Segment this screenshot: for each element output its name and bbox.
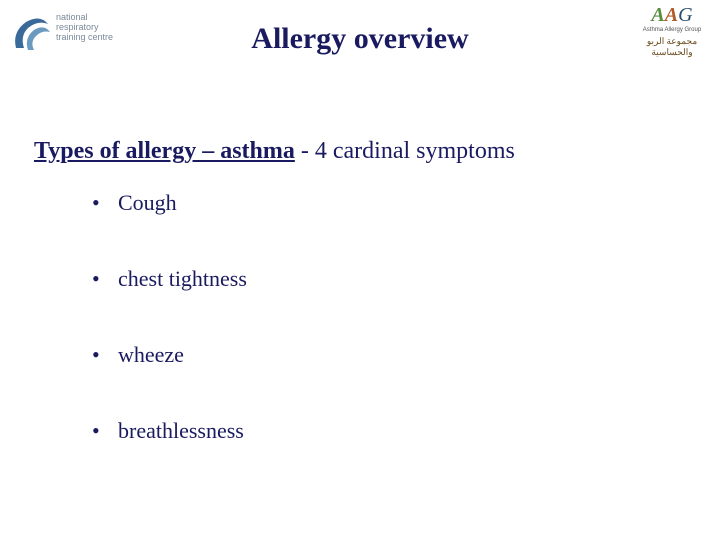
subtitle: Types of allergy – asthma - 4 cardinal s…: [34, 138, 515, 165]
list-item: chest tightness: [92, 266, 247, 292]
page-title: Allergy overview: [0, 22, 720, 56]
bullet-list: Cough chest tightness wheeze breathlessn…: [92, 190, 247, 494]
logo-left-line1: national: [56, 12, 113, 22]
list-item: wheeze: [92, 342, 247, 368]
list-item: breathlessness: [92, 418, 247, 444]
list-item: Cough: [92, 190, 247, 216]
subtitle-rest: - 4 cardinal symptoms: [295, 138, 515, 164]
subtitle-topic: Types of allergy – asthma: [34, 138, 295, 164]
